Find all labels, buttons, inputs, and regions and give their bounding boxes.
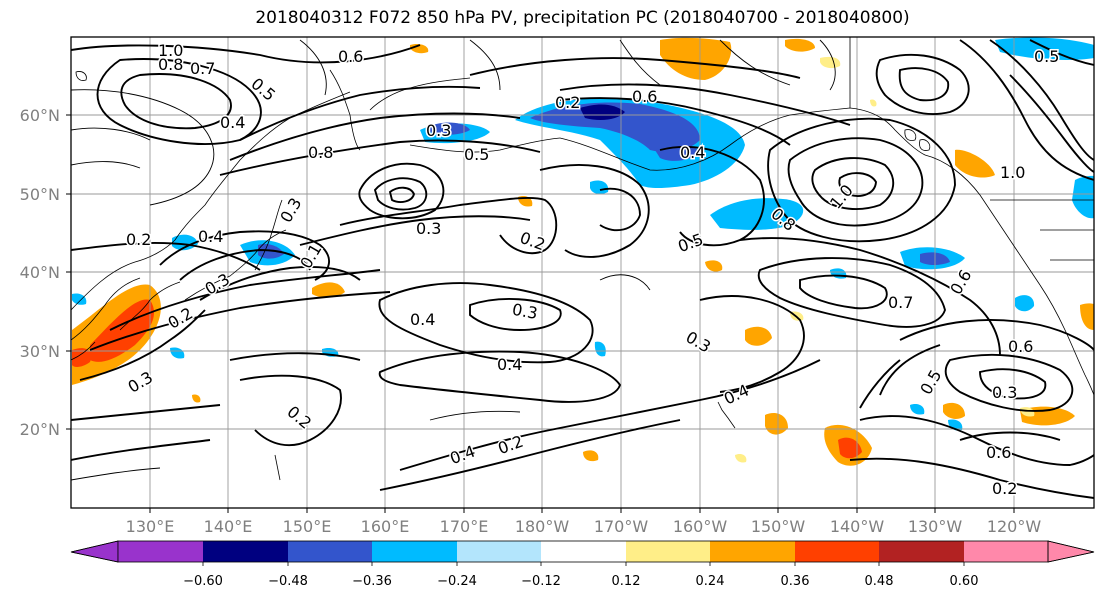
lon-label: 140°E xyxy=(204,517,253,536)
contour-label: 0.3 xyxy=(416,219,441,238)
precip-negative-shading xyxy=(72,37,1094,431)
contour-label: 0.7 xyxy=(888,293,913,312)
contour-label: 0.4 xyxy=(220,113,245,132)
contour-label: 0.4 xyxy=(198,227,223,246)
contour-label: 0.4 xyxy=(680,143,705,162)
colorbar-segment xyxy=(203,541,288,562)
colorbar-segment xyxy=(288,541,372,562)
contour-label: 0.8 xyxy=(308,143,333,162)
lon-label: 140°W xyxy=(830,517,885,536)
colorbar: −0.60 −0.48 −0.36 −0.24 −0.12 0.12 0.24 … xyxy=(70,540,1095,589)
lat-label: 20°N xyxy=(20,420,60,439)
lat-label: 60°N xyxy=(20,106,60,125)
colorbar-segment xyxy=(879,541,964,562)
colorbar-segment xyxy=(710,541,795,562)
contour-label: 0.3 xyxy=(426,121,451,140)
contour-label: 0.6 xyxy=(338,47,363,66)
contour-label: 0.4 xyxy=(497,355,522,374)
colorbar-ticks xyxy=(202,562,965,566)
contour-label: 0.6 xyxy=(986,443,1011,462)
contour-label: 0.2 xyxy=(992,479,1017,498)
contour-label: 0.2 xyxy=(555,93,580,112)
colorbar-tick-label: 0.24 xyxy=(696,574,725,589)
colorbar-under-arrow xyxy=(70,540,119,563)
colorbar-tick-label: 0.48 xyxy=(865,574,894,589)
contour-label: 0.5 xyxy=(464,145,489,164)
figure-title: 2018040312 F072 850 hPa PV, precipitatio… xyxy=(255,8,910,28)
colorbar-segment xyxy=(795,541,879,562)
colorbar-segment xyxy=(372,541,457,562)
latitude-labels: 60°N 50°N 40°N 30°N 20°N xyxy=(20,106,60,439)
lon-label: 170°E xyxy=(440,517,489,536)
colorbar-tick-label: −0.12 xyxy=(521,574,561,589)
colorbar-segment xyxy=(118,541,203,562)
colorbar-segment xyxy=(626,541,710,562)
colorbar-frame xyxy=(117,540,1049,563)
lon-label: 130°E xyxy=(126,517,175,536)
precip-positive-shading xyxy=(72,37,1094,466)
contour-label: 0.8 xyxy=(158,55,183,74)
lon-label: 180°W xyxy=(515,517,570,536)
contour-label: 1.0 xyxy=(158,41,183,60)
pv-contours xyxy=(71,39,1094,499)
colorbar-tick-label: 0.36 xyxy=(781,574,810,589)
colorbar-tick-label: 0.12 xyxy=(612,574,641,589)
contour-label: 0.7 xyxy=(190,59,215,78)
lon-label: 150°W xyxy=(751,517,806,536)
colorbar-tick-label: −0.60 xyxy=(183,574,223,589)
contour-label: 0.5 xyxy=(1034,47,1059,66)
pv-contours-thin xyxy=(71,39,836,481)
lat-label: 30°N xyxy=(20,342,60,361)
contour-label: 0.6 xyxy=(632,87,657,106)
colorbar-segment xyxy=(457,541,541,562)
lon-label: 150°E xyxy=(283,517,332,536)
map-panel xyxy=(71,37,1094,508)
contour-label: 0.2 xyxy=(126,230,151,249)
lat-label: 50°N xyxy=(20,185,60,204)
contour-label: 0.6 xyxy=(1008,337,1033,356)
lat-label: 40°N xyxy=(20,263,60,282)
contour-label: 0.4 xyxy=(410,310,435,329)
colorbar-tick-label: −0.36 xyxy=(352,574,392,589)
contour-label: 1.0 xyxy=(1000,163,1025,182)
lon-label: 160°E xyxy=(361,517,410,536)
lon-label: 130°W xyxy=(908,517,963,536)
colorbar-tick-label: −0.48 xyxy=(268,574,308,589)
colorbar-segment xyxy=(541,541,626,562)
colorbar-tick-label: −0.24 xyxy=(437,574,477,589)
lon-label: 170°W xyxy=(594,517,649,536)
lon-label: 160°W xyxy=(673,517,728,536)
lon-label: 120°W xyxy=(987,517,1042,536)
longitude-labels: 130°E 140°E 150°E 160°E 170°E 180°W 170°… xyxy=(126,517,1042,536)
axis-ticks xyxy=(66,114,1015,513)
colorbar-tick-label: 0.60 xyxy=(950,574,979,589)
colorbar-over-arrow xyxy=(1047,540,1095,563)
contour-label: 0.3 xyxy=(992,383,1017,402)
colorbar-segment xyxy=(964,541,1048,562)
